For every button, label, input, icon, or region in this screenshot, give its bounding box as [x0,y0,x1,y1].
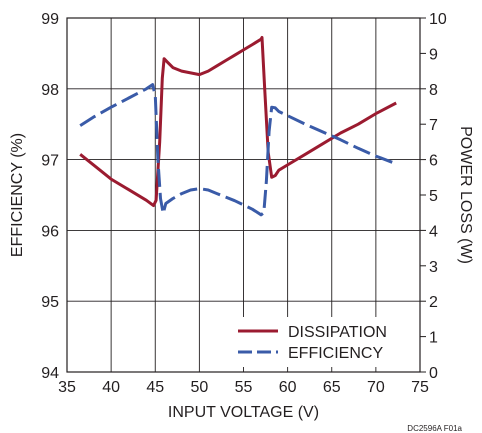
series-efficiency-line [79,83,397,217]
y-left-tick-label: 99 [41,11,59,28]
y-left-tick-label: 98 [41,82,59,99]
series-layer [79,36,397,217]
x-tick-label: 50 [190,379,208,396]
y-left-tick-label: 95 [41,294,59,311]
plot-frame [66,17,421,373]
y-right-tick-label: 6 [429,153,438,170]
figure-reference-code: DC2596A F01a [407,424,462,433]
x-tick-label: 65 [323,379,341,396]
y-left-tick-label: 96 [41,223,59,240]
y-right-tick-label: 8 [429,82,438,99]
x-tick-label: 35 [58,379,76,396]
x-tick-label: 45 [146,379,164,396]
grid [67,18,420,372]
x-axis-title: INPUT VOLTAGE (V) [168,404,319,421]
y-right-tick-label: 5 [429,188,438,205]
x-tick-label: 60 [279,379,297,396]
y-axis-right-title: POWER LOSS (W) [457,126,474,264]
x-tick-label: 55 [235,379,253,396]
y-axis-right-ticks: 0 1 2 3 4 5 6 7 8 9 10 [420,11,447,382]
legend-background [234,317,418,367]
legend-label-dissipation: DISSIPATION [288,324,387,341]
y-right-tick-label: 3 [429,259,438,276]
y-right-tick-label: 4 [429,223,438,240]
y-right-tick-label: 9 [429,46,438,63]
y-right-tick-label: 10 [429,11,447,28]
legend-label-efficiency: EFFICIENCY [288,345,383,362]
y-right-tick-label: 7 [429,117,438,134]
y-right-tick-label: 1 [429,330,438,347]
series-dissipation-line [79,36,397,208]
y-right-tick-label: 2 [429,294,438,311]
x-tick-label: 75 [411,379,429,396]
y-axis-left-title: EFFICIENCY (%) [9,133,26,257]
x-tick-label: 40 [102,379,120,396]
y-left-tick-label: 97 [41,153,59,170]
legend: DISSIPATION EFFICIENCY [234,317,418,367]
x-tick-label: 70 [367,379,385,396]
y-left-tick-label: 94 [41,365,59,382]
y-axis-left-ticks: 94 95 96 97 98 99 [41,11,59,382]
y-right-tick-label: 0 [429,365,438,382]
x-axis-ticks: 35 40 45 50 55 60 65 70 75 [58,379,429,396]
